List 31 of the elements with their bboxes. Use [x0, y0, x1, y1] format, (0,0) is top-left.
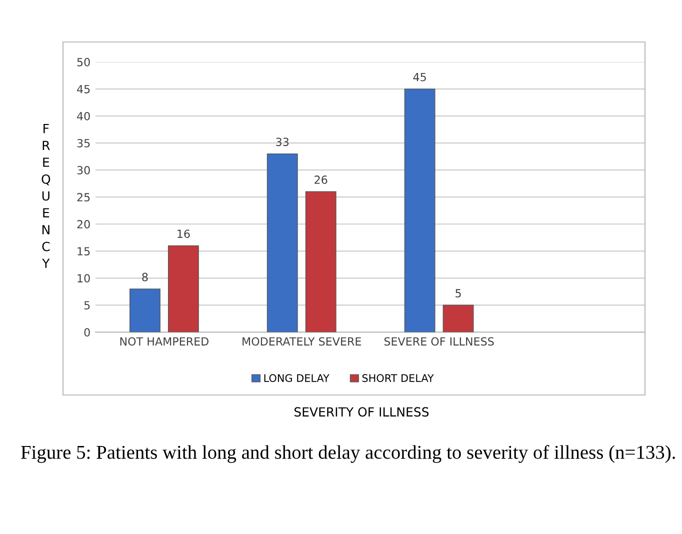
y-tick-label: 30 [77, 166, 90, 174]
bar [305, 191, 336, 332]
y-tick-label: 10 [78, 274, 90, 282]
bar [442, 304, 474, 332]
y-tick-label: 40 [77, 112, 90, 120]
x-tick-label: NOT HAMPERED [120, 337, 208, 346]
data-label: 16 [178, 230, 190, 238]
y-tick-label: 35 [77, 138, 90, 148]
bar [129, 288, 160, 332]
data-label: 33 [276, 138, 289, 146]
caption: Figure 5: Patients with long and short delay according to severity of illness (n=133). [21, 445, 675, 463]
text: FREQUENCY [42, 124, 50, 268]
data-label: 26 [314, 176, 328, 184]
y-tick-label: 5 [84, 301, 90, 310]
y-tick-label: 0 [84, 328, 90, 337]
data-label: 8 [142, 272, 148, 282]
y-tick-label: 45 [77, 85, 90, 94]
x-axis-title: SEVERITY OF ILLNESS [294, 407, 429, 417]
bar [404, 88, 436, 332]
legend-label: SHORT DELAY [362, 374, 434, 382]
x-tick-label: MODERATELY SEVERE [242, 337, 362, 346]
legend-label: LONG DELAY [264, 374, 330, 382]
y-tick-label: 25 [77, 193, 90, 202]
y-tick-label: 15 [78, 247, 90, 256]
y-tick-label: 20 [77, 220, 90, 228]
y-tick-label: 50 [77, 58, 90, 66]
bar [266, 153, 298, 332]
x-tick-label: SEVERE OF ILLNESS [384, 337, 494, 346]
bar [168, 245, 199, 332]
data-label: 45 [413, 72, 426, 82]
data-label: 5 [456, 289, 461, 298]
